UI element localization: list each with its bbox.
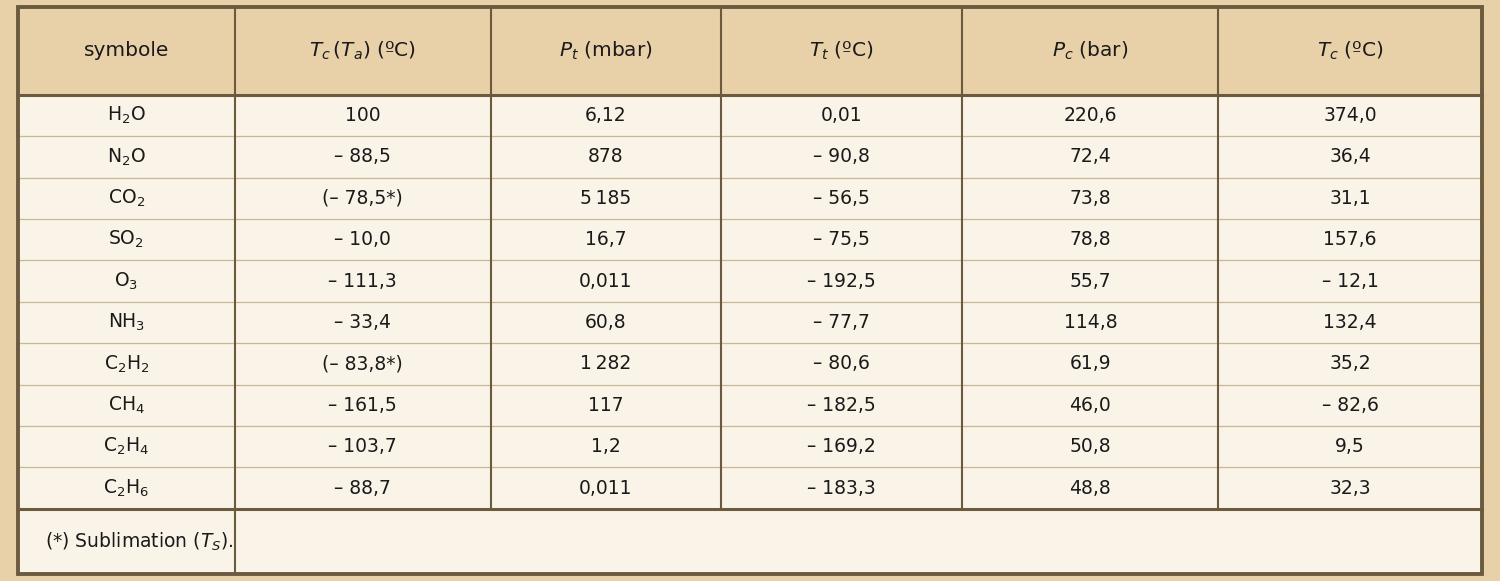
Text: NH$_3$: NH$_3$ bbox=[108, 312, 146, 333]
Text: 61,9: 61,9 bbox=[1070, 354, 1112, 374]
Text: $\mathit{T}_c$ (ºC): $\mathit{T}_c$ (ºC) bbox=[1317, 40, 1383, 62]
Text: 220,6: 220,6 bbox=[1064, 106, 1118, 125]
Bar bbox=[18, 95, 1482, 509]
Text: 48,8: 48,8 bbox=[1070, 479, 1112, 497]
Text: – 88,5: – 88,5 bbox=[334, 148, 392, 167]
Text: 16,7: 16,7 bbox=[585, 230, 627, 249]
Text: 73,8: 73,8 bbox=[1070, 189, 1112, 208]
Text: 0,011: 0,011 bbox=[579, 272, 633, 290]
Text: C$_2$H$_4$: C$_2$H$_4$ bbox=[104, 436, 150, 457]
Text: symbole: symbole bbox=[84, 41, 170, 60]
Text: 35,2: 35,2 bbox=[1329, 354, 1371, 374]
Text: – 56,5: – 56,5 bbox=[813, 189, 870, 208]
Bar bbox=[18, 509, 1482, 574]
Text: $\mathit{T}_c\,(\mathit{T}_a)$ (ºC): $\mathit{T}_c\,(\mathit{T}_a)$ (ºC) bbox=[309, 40, 417, 62]
Text: 6,12: 6,12 bbox=[585, 106, 627, 125]
Text: – 12,1: – 12,1 bbox=[1322, 272, 1378, 290]
Text: 1 282: 1 282 bbox=[580, 354, 632, 374]
Text: (– 78,5*): (– 78,5*) bbox=[322, 189, 404, 208]
Text: 157,6: 157,6 bbox=[1323, 230, 1377, 249]
Text: 5 185: 5 185 bbox=[580, 189, 632, 208]
Text: 32,3: 32,3 bbox=[1329, 479, 1371, 497]
Text: – 33,4: – 33,4 bbox=[334, 313, 392, 332]
Text: – 103,7: – 103,7 bbox=[328, 437, 398, 456]
Text: – 77,7: – 77,7 bbox=[813, 313, 870, 332]
Text: 55,7: 55,7 bbox=[1070, 272, 1112, 290]
Text: – 182,5: – 182,5 bbox=[807, 396, 876, 415]
Text: – 88,7: – 88,7 bbox=[334, 479, 392, 497]
Text: 78,8: 78,8 bbox=[1070, 230, 1112, 249]
Text: C$_2$H$_6$: C$_2$H$_6$ bbox=[104, 478, 150, 498]
Text: N$_2$O: N$_2$O bbox=[106, 146, 146, 167]
Text: $\mathit{P}_t$ (mbar): $\mathit{P}_t$ (mbar) bbox=[560, 40, 652, 62]
Text: 9,5: 9,5 bbox=[1335, 437, 1365, 456]
Text: – 169,2: – 169,2 bbox=[807, 437, 876, 456]
Text: 114,8: 114,8 bbox=[1064, 313, 1118, 332]
Text: 132,4: 132,4 bbox=[1323, 313, 1377, 332]
Text: – 111,3: – 111,3 bbox=[328, 272, 398, 290]
Bar bbox=[18, 7, 1482, 95]
Text: $\mathit{P}_c$ (bar): $\mathit{P}_c$ (bar) bbox=[1053, 40, 1128, 62]
Text: SO$_2$: SO$_2$ bbox=[108, 229, 144, 250]
Text: 0,01: 0,01 bbox=[821, 106, 862, 125]
Text: CO$_2$: CO$_2$ bbox=[108, 188, 146, 209]
Text: $\mathit{T}_t$ (ºC): $\mathit{T}_t$ (ºC) bbox=[810, 40, 873, 62]
Text: – 90,8: – 90,8 bbox=[813, 148, 870, 167]
Text: 100: 100 bbox=[345, 106, 381, 125]
Text: – 192,5: – 192,5 bbox=[807, 272, 876, 290]
Text: 36,4: 36,4 bbox=[1329, 148, 1371, 167]
Text: 50,8: 50,8 bbox=[1070, 437, 1112, 456]
Text: 878: 878 bbox=[588, 148, 624, 167]
Text: 117: 117 bbox=[588, 396, 624, 415]
Text: – 82,6: – 82,6 bbox=[1322, 396, 1378, 415]
Text: (– 83,8*): (– 83,8*) bbox=[322, 354, 404, 374]
Text: (*) Sublimation ($\mathit{T}_S$).: (*) Sublimation ($\mathit{T}_S$). bbox=[45, 530, 234, 553]
Text: 1,2: 1,2 bbox=[591, 437, 621, 456]
Text: – 10,0: – 10,0 bbox=[334, 230, 392, 249]
Text: 374,0: 374,0 bbox=[1323, 106, 1377, 125]
Text: H$_2$O: H$_2$O bbox=[106, 105, 146, 126]
Text: 60,8: 60,8 bbox=[585, 313, 627, 332]
Text: – 183,3: – 183,3 bbox=[807, 479, 876, 497]
Text: 0,011: 0,011 bbox=[579, 479, 633, 497]
Text: – 75,5: – 75,5 bbox=[813, 230, 870, 249]
Text: – 161,5: – 161,5 bbox=[328, 396, 398, 415]
Text: 46,0: 46,0 bbox=[1070, 396, 1112, 415]
Text: – 80,6: – 80,6 bbox=[813, 354, 870, 374]
Text: C$_2$H$_2$: C$_2$H$_2$ bbox=[104, 353, 148, 375]
Text: 31,1: 31,1 bbox=[1329, 189, 1371, 208]
Text: CH$_4$: CH$_4$ bbox=[108, 394, 146, 416]
Text: O$_3$: O$_3$ bbox=[114, 271, 138, 292]
Text: 72,4: 72,4 bbox=[1070, 148, 1112, 167]
